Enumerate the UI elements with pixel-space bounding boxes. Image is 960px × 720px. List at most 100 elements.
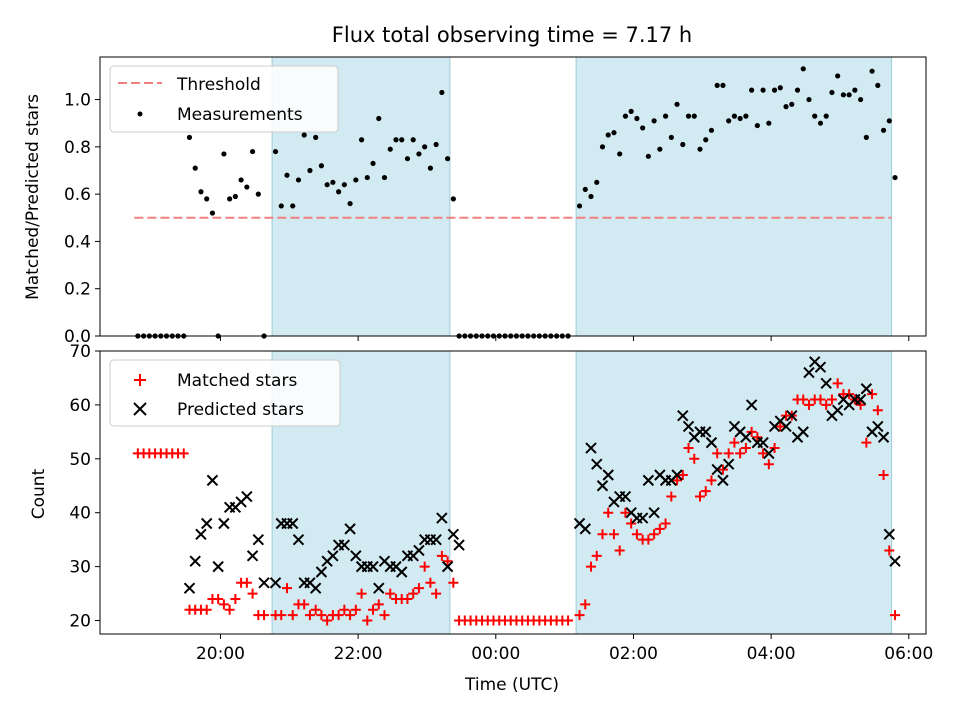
matched-star-point — [735, 448, 746, 459]
top-axes-frame — [99, 56, 927, 337]
measurement-point — [863, 134, 869, 140]
predicted-star-point — [745, 399, 758, 411]
measurement-point — [284, 172, 290, 178]
predicted-star-point — [740, 431, 752, 443]
measurement-point — [617, 151, 623, 157]
matched-star-point — [654, 523, 665, 534]
measurement-point — [737, 115, 743, 122]
measurement-point — [422, 144, 428, 150]
matched-star-point — [350, 604, 361, 615]
measurement-point — [387, 146, 393, 152]
measurement-point — [726, 118, 732, 124]
measurement-point — [353, 177, 359, 183]
measurement-point — [880, 127, 887, 133]
y-tick-label: 20 — [69, 612, 91, 632]
y-tick-label: 60 — [69, 396, 91, 416]
measurement-point — [703, 137, 709, 143]
matched-star-point — [379, 610, 390, 621]
measurement-point — [731, 113, 738, 119]
matched-star-point — [626, 518, 637, 529]
bottom-shaded-spans — [271, 350, 893, 635]
measurement-point — [221, 151, 227, 157]
matched-star-point — [649, 529, 660, 540]
predicted-star-point — [814, 361, 827, 373]
top-x-ticks — [219, 336, 910, 341]
measurement-point — [708, 127, 715, 133]
measurement-point — [869, 68, 875, 74]
y-tick-label: 40 — [69, 504, 91, 524]
bottom-x-ticks: 20:00 22:00 00:00 02:00 04:00 06:00 — [196, 634, 933, 664]
measurement-point — [445, 156, 451, 162]
predicted-star-point — [441, 560, 454, 573]
measurement-point — [823, 113, 829, 119]
matched-star-point — [373, 599, 384, 610]
measurement-point — [204, 196, 210, 202]
matched-star-point — [631, 529, 642, 540]
matched-star-point — [276, 610, 287, 621]
predicted-star-point — [287, 517, 299, 530]
predicted-star-point — [258, 577, 270, 589]
matched-star-point — [867, 389, 878, 400]
measurement-point — [582, 186, 588, 193]
measurement-point — [783, 104, 789, 110]
matched-star-point — [431, 588, 442, 599]
predicted-star-point — [780, 420, 792, 433]
measurement-point — [232, 193, 238, 200]
measurement-point — [347, 200, 353, 207]
predicted-star-point — [757, 436, 769, 449]
predicted-star-point — [350, 550, 362, 562]
matched-star-point — [597, 529, 608, 540]
measurement-point — [324, 182, 330, 188]
measurement-point — [416, 151, 422, 157]
matched-star-point — [448, 577, 459, 588]
measurement-point — [852, 87, 858, 93]
predicted-star-point — [315, 566, 328, 578]
measurement-point — [806, 96, 812, 103]
top-panel: 0.0 0.2 0.4 0.6 0.8 1.0 Matched/Predicted sta… — [23, 56, 927, 347]
matched-star-point — [259, 610, 270, 621]
bottom-y-ticks: 20 30 40 50 60 70 — [69, 342, 100, 632]
matched-star-point — [574, 610, 585, 621]
matched-star-point — [832, 378, 843, 389]
measurement-point — [858, 96, 864, 103]
y-tick-label: 0.6 — [64, 185, 91, 205]
predicted-star-point — [803, 366, 815, 379]
matched-star-point — [213, 593, 224, 604]
predicted-star-point — [579, 523, 591, 535]
matched-star-point — [345, 610, 356, 621]
measurement-point — [640, 125, 646, 131]
matched-star-point — [706, 475, 717, 486]
measurement-point — [628, 108, 634, 114]
x-tick-label: 06:00 — [884, 644, 933, 664]
predicted-star-point — [854, 393, 867, 406]
measurement-point — [817, 120, 824, 126]
measurement-point — [364, 174, 370, 181]
measurement-point — [290, 203, 296, 209]
measurement-point — [381, 174, 388, 181]
matched-star-point — [603, 507, 614, 518]
predicted-star-point — [453, 539, 465, 551]
matched-star-point — [218, 599, 229, 610]
measurement-point — [410, 137, 416, 143]
matched-star-point — [230, 593, 241, 604]
matched-star-point — [826, 394, 837, 405]
measurement-point — [576, 203, 583, 209]
matched-star-point — [436, 550, 447, 561]
count-points — [132, 356, 901, 626]
matched-star-point — [620, 507, 631, 518]
predicted-star-point — [189, 555, 201, 567]
matched-star-point — [247, 588, 258, 599]
measurement-point — [295, 177, 302, 183]
measurement-point — [588, 193, 594, 200]
predicted-star-point — [636, 512, 649, 524]
measurement-point — [645, 153, 651, 159]
matched-star-point — [689, 453, 700, 464]
y-tick-label: 0.4 — [64, 232, 91, 252]
matched-star-point — [798, 394, 809, 405]
measurement-point — [450, 196, 456, 202]
predicted-star-point — [430, 533, 442, 546]
matched-star-point — [442, 556, 453, 567]
matched-star-point — [677, 469, 688, 480]
measurement-point — [358, 137, 365, 143]
